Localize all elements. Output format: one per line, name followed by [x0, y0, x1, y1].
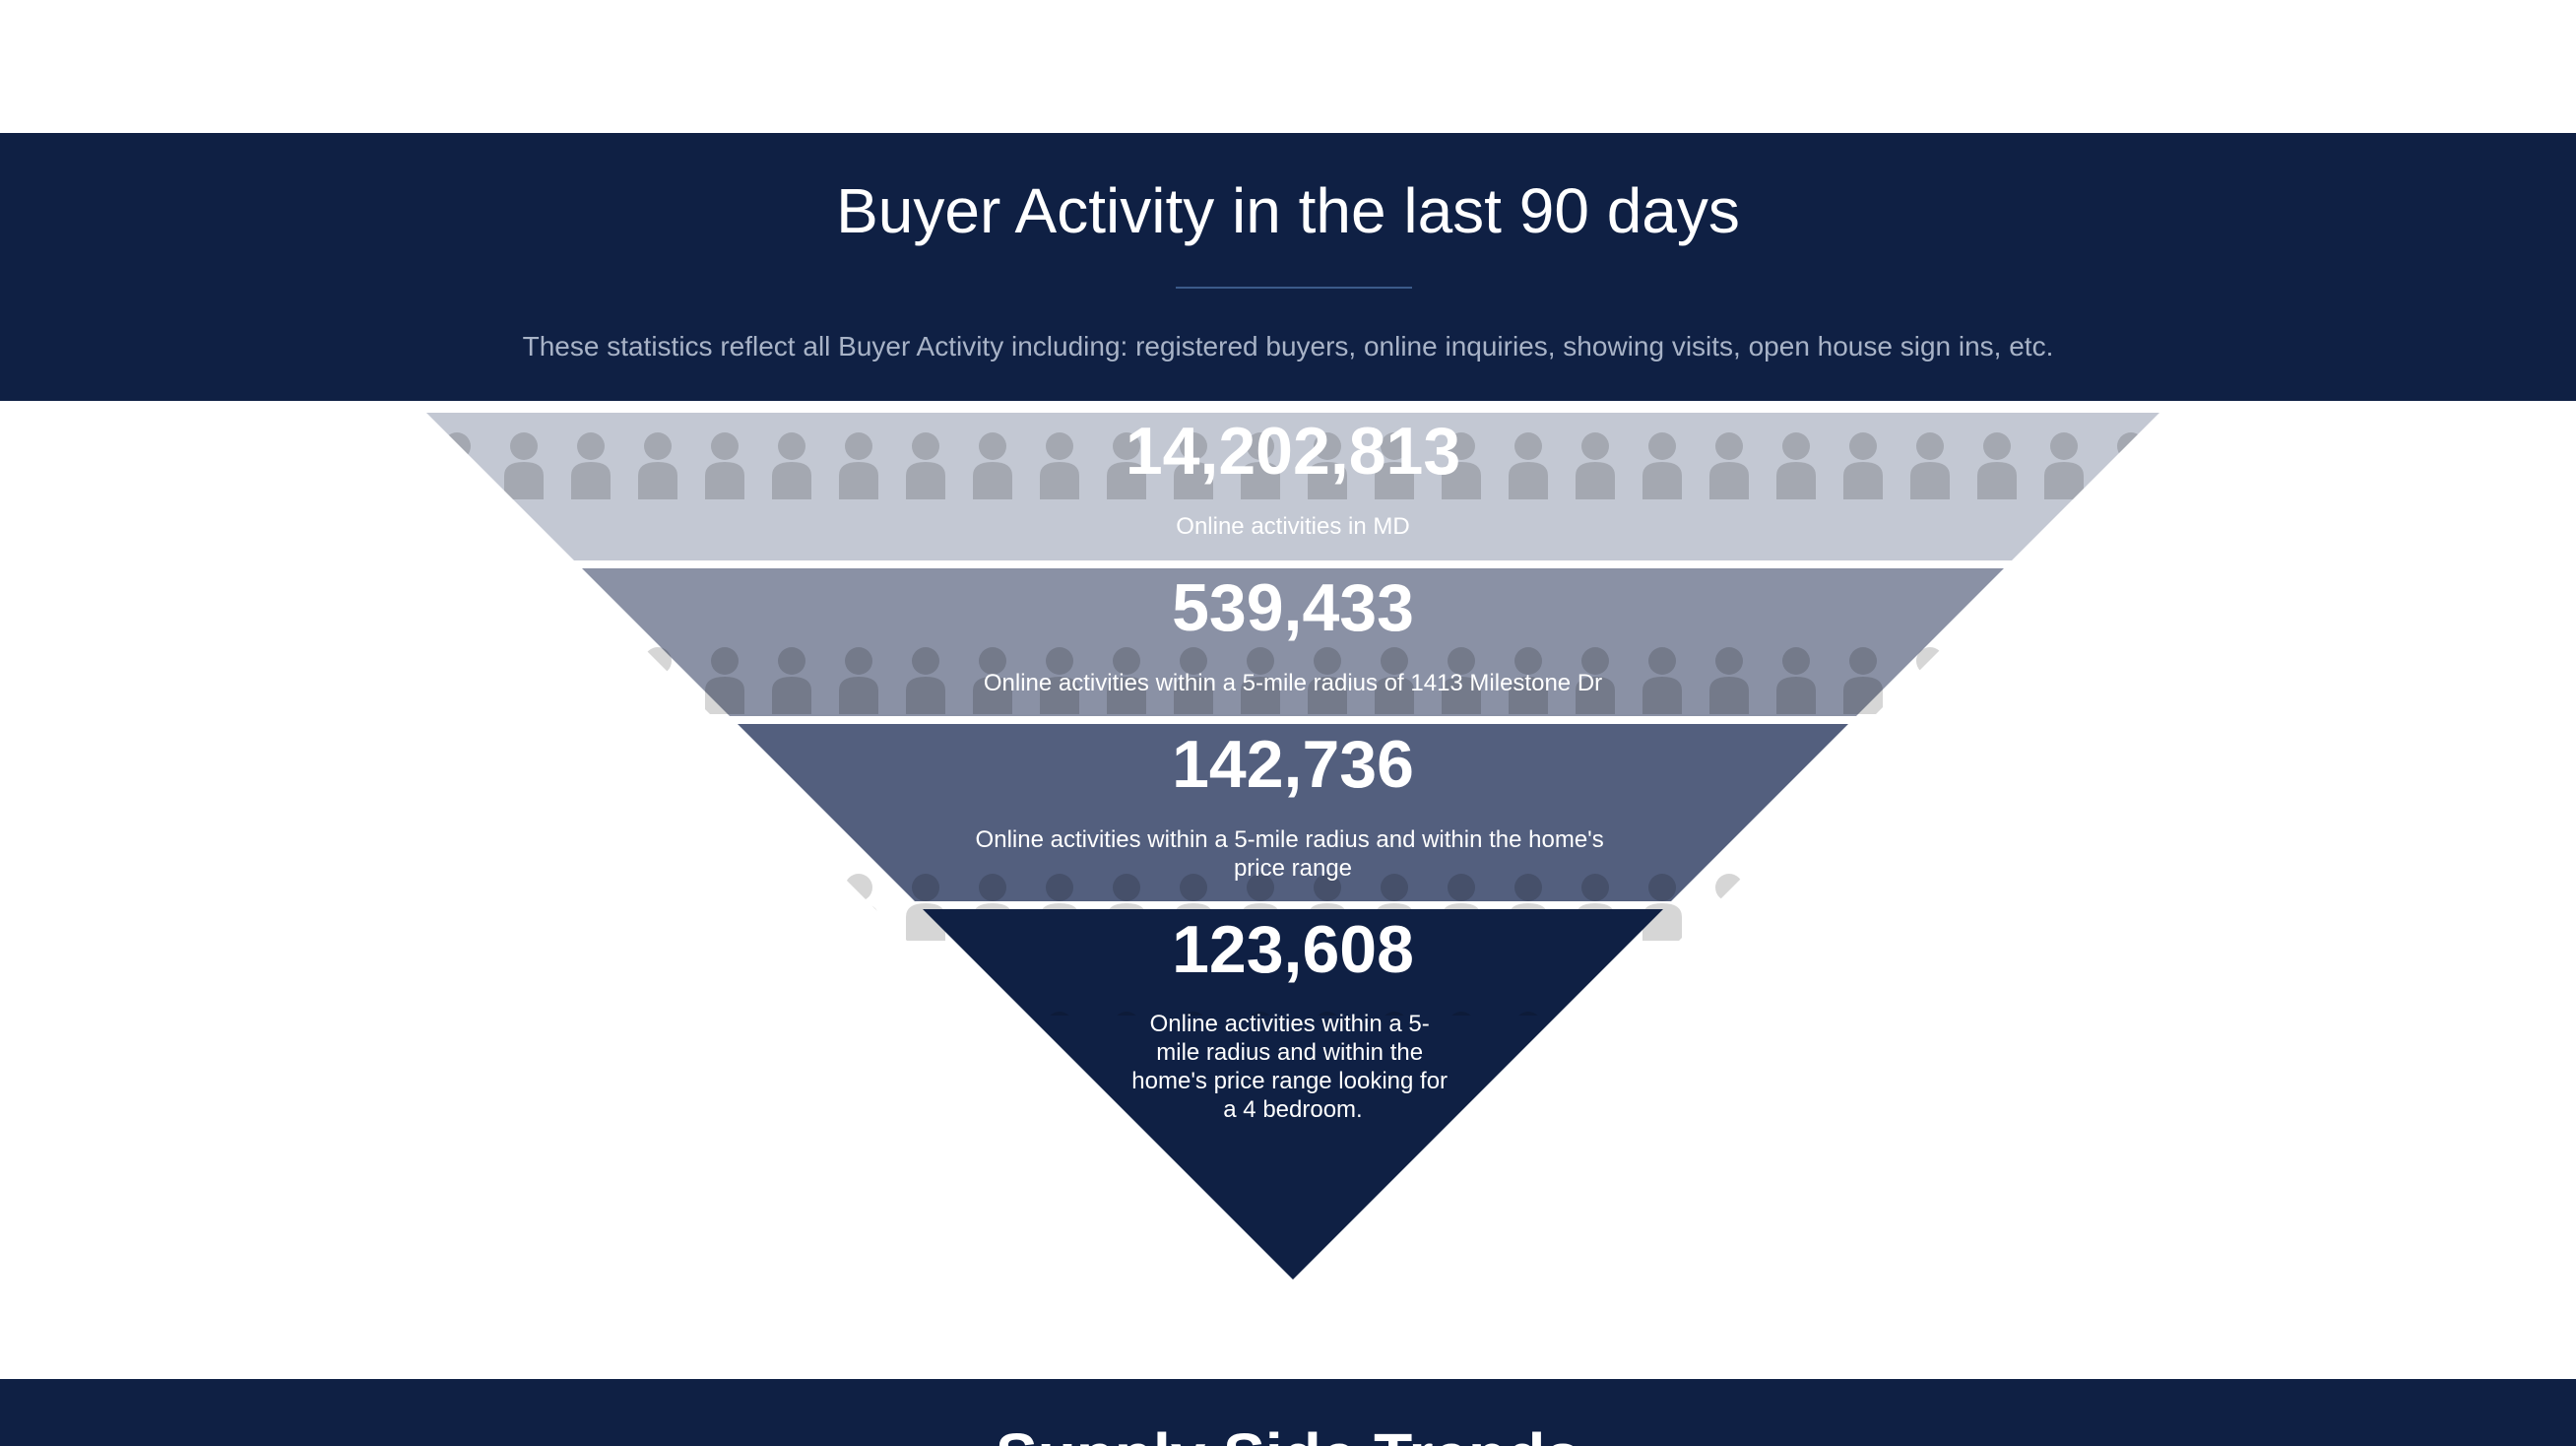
funnel-tier-4-label-line: Online activities within a 5- [1150, 1011, 1430, 1037]
funnel-tier-4-value: 123,608 [1172, 912, 1414, 987]
next-section-header: Supply Side Trends [0, 1379, 2576, 1446]
funnel-tier-2-label: Online activities within a 5-mile radius… [984, 670, 1602, 696]
funnel-tier-3: 142,736 Online activities within a 5-mil… [738, 724, 1848, 949]
funnel-tier-1-value: 14,202,813 [1126, 414, 1460, 489]
funnel-tier-1: 14,202,813 Online activities in MD [426, 413, 2159, 560]
funnel-tier-1-label: Online activities in MD [1176, 513, 1409, 540]
header-subtitle: These statistics reflect all Buyer Activ… [522, 331, 2054, 362]
funnel-tier-4-label-line: a 4 bedroom. [1223, 1096, 1362, 1123]
funnel-tier-2-value: 539,433 [1172, 570, 1414, 645]
funnel-tier-3-label: Online activities within a 5-mile radius… [976, 826, 1611, 882]
funnel-tier-3-label-line: price range [1234, 855, 1352, 882]
funnel-tier-4-label-line: mile radius and within the [1156, 1039, 1423, 1066]
funnel-tier-2: 539,433 Online activities within a 5-mil… [582, 568, 2004, 734]
page-title: Buyer Activity in the last 90 days [836, 175, 1740, 246]
buyer-activity-header [0, 133, 2576, 401]
funnel-tier-4-people-icons [923, 897, 1663, 1016]
buyer-activity-funnel: 14,202,813 Online activities in MD 539,4… [426, 413, 2159, 1280]
next-section-title: Supply Side Trends [0, 1414, 2576, 1446]
funnel-tier-3-label-line: Online activities within a 5-mile radius… [976, 826, 1604, 853]
funnel-tier-3-value: 142,736 [1172, 727, 1414, 802]
funnel-tier-2-label-line: Online activities within a 5-mile radius… [984, 670, 1602, 696]
funnel-tier-1-label-line: Online activities in MD [1176, 513, 1409, 540]
top-spacer [0, 0, 2576, 133]
funnel-tier-4-label-line: home's price range looking for [1131, 1068, 1448, 1094]
funnel-tier-2-people-icons [582, 586, 2004, 734]
title-divider [1176, 287, 1412, 289]
funnel-tier-1-people-icons [426, 413, 2159, 560]
funnel-tier-4: 123,608 Online activities within a 5- mi… [923, 897, 1663, 1280]
funnel-tier-4-label: Online activities within a 5- mile radiu… [1131, 1011, 1453, 1123]
